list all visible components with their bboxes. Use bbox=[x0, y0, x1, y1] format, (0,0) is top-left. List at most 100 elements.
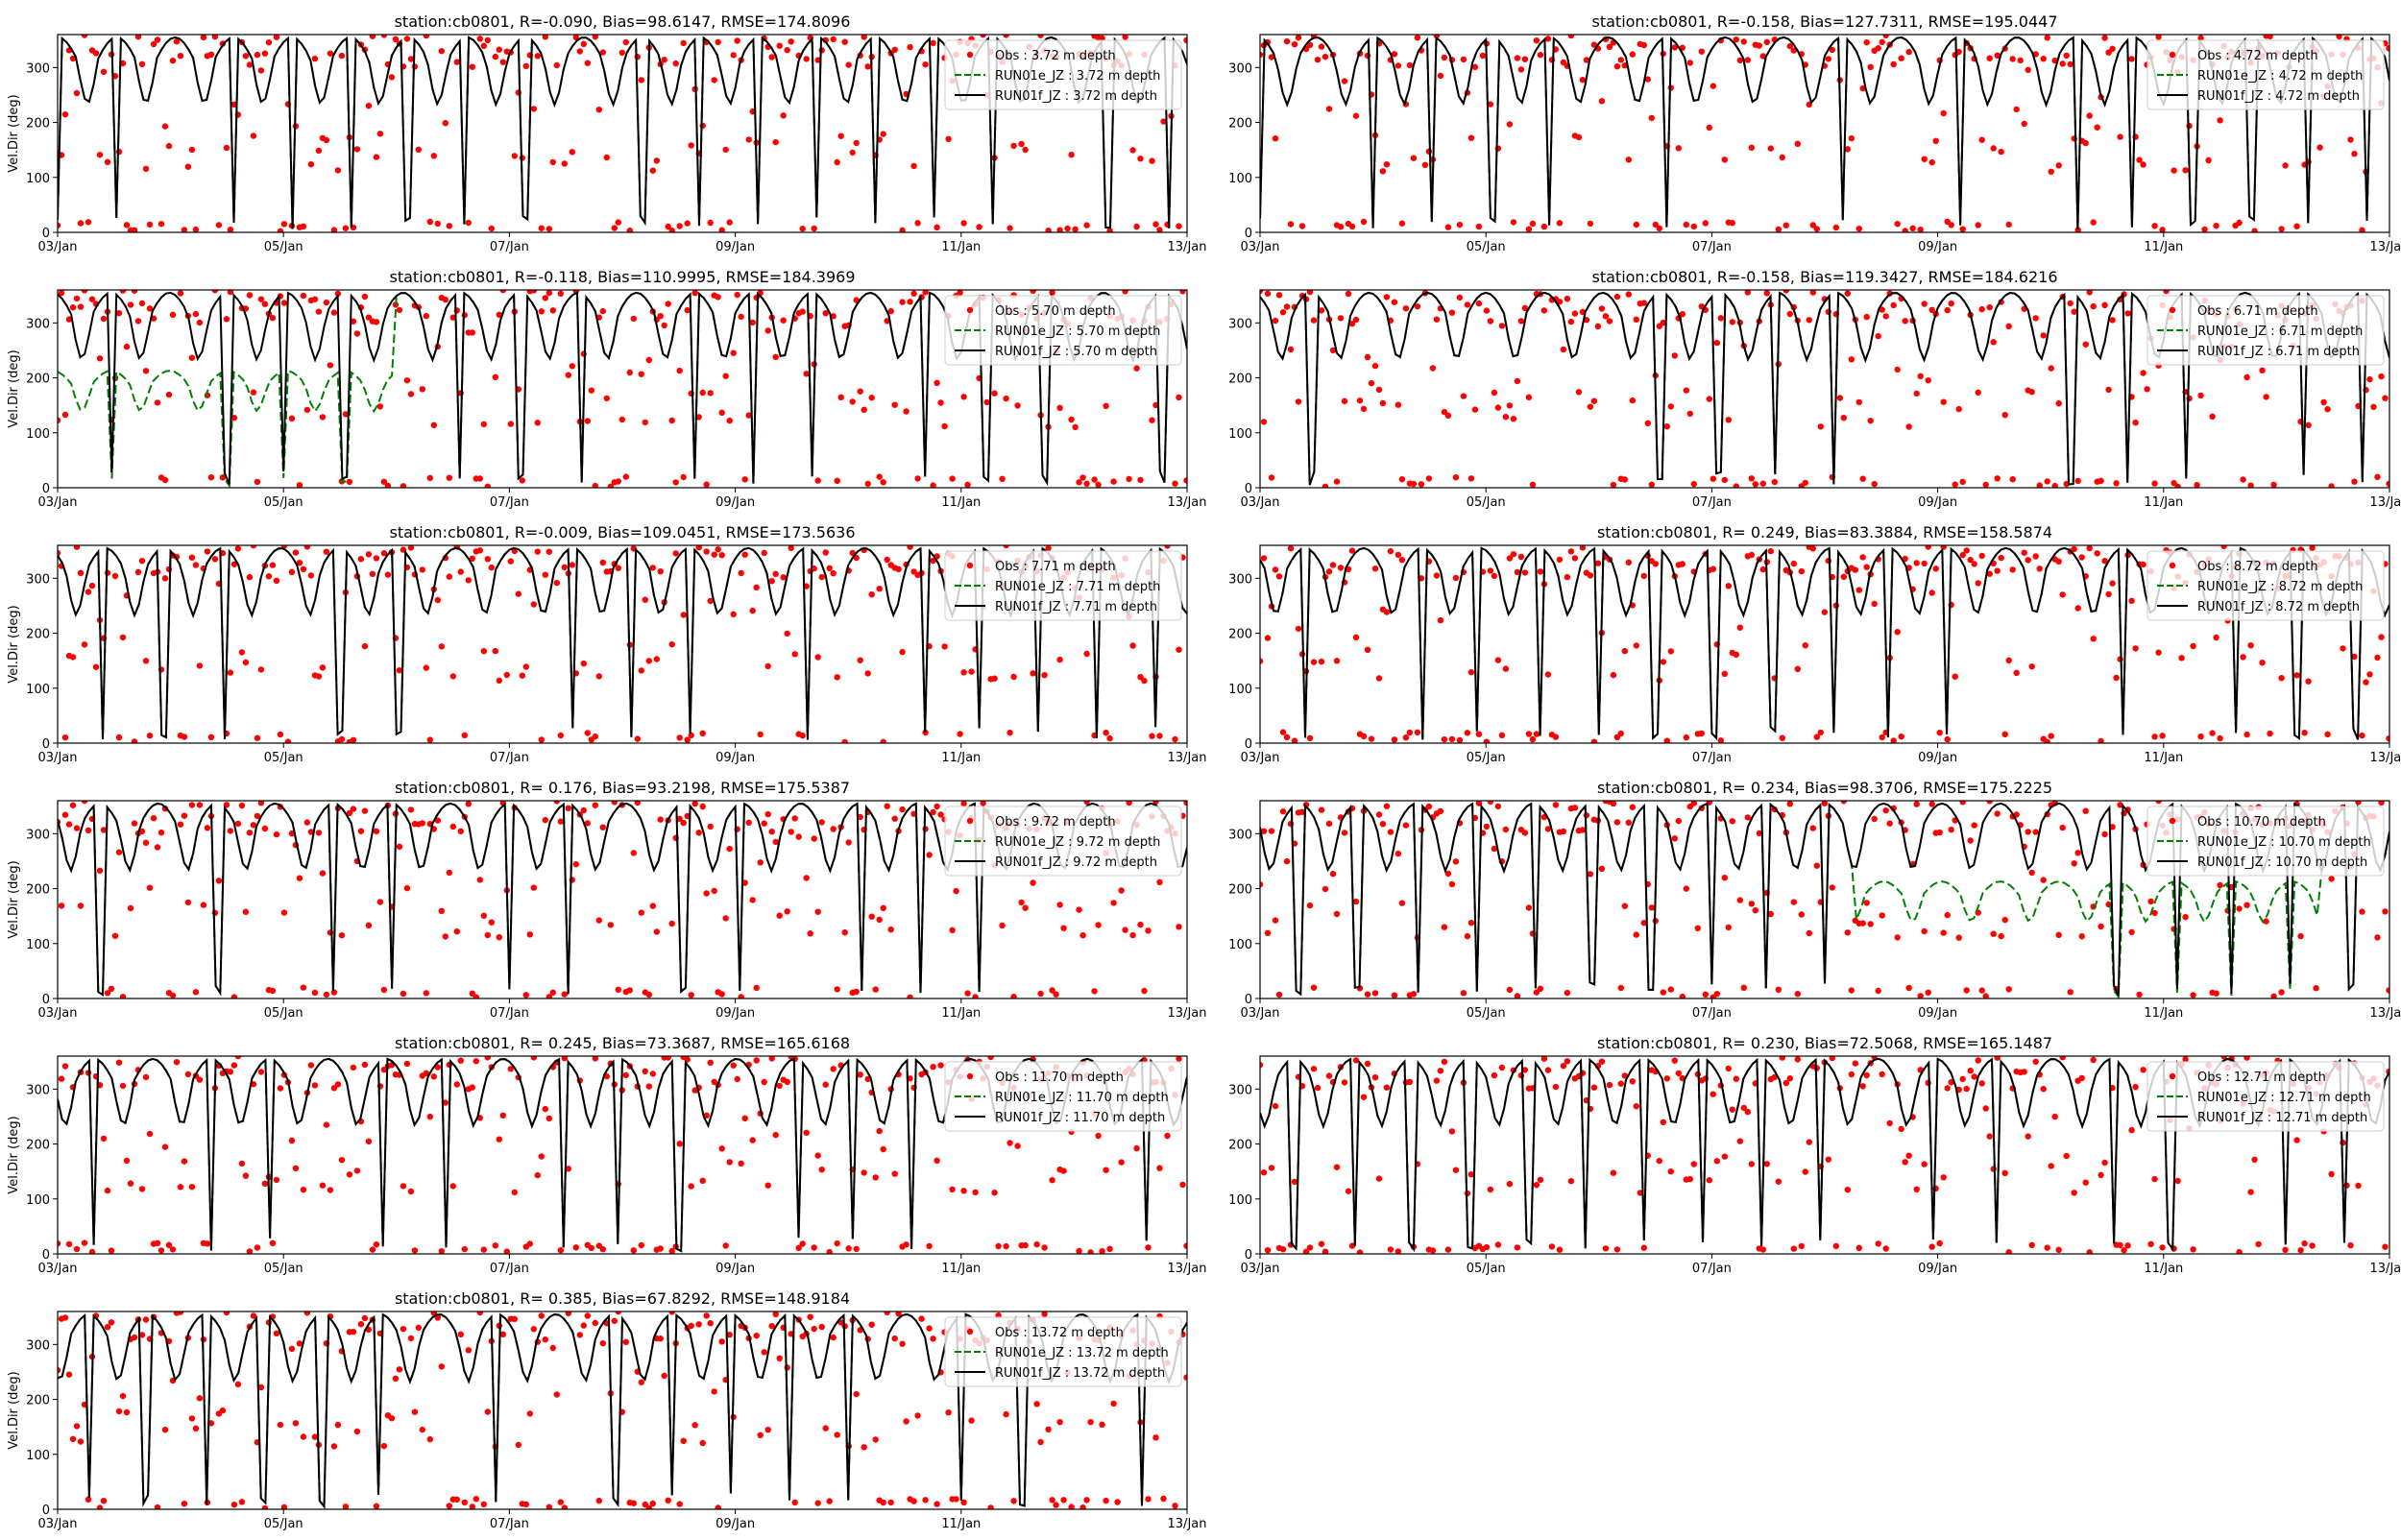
obs-point bbox=[634, 801, 641, 806]
obs-point bbox=[718, 409, 725, 416]
obs-point bbox=[922, 60, 929, 68]
obs-point bbox=[1844, 146, 1852, 153]
obs-point bbox=[1156, 227, 1163, 232]
obs-point bbox=[645, 991, 652, 999]
x-tick-label: 07/Jan bbox=[490, 495, 529, 510]
obs-point bbox=[1710, 83, 1717, 89]
obs-point bbox=[1172, 1503, 1178, 1509]
obs-point bbox=[776, 42, 783, 49]
obs-point bbox=[1560, 1063, 1567, 1070]
obs-point bbox=[910, 1498, 917, 1504]
obs-point bbox=[484, 483, 491, 488]
obs-point bbox=[1925, 989, 1931, 997]
obs-point bbox=[726, 1159, 733, 1166]
obs-point bbox=[177, 1311, 184, 1315]
obs-point bbox=[1383, 161, 1391, 168]
obs-point bbox=[1521, 56, 1529, 62]
obs-point bbox=[1902, 1159, 1908, 1166]
obs-point bbox=[196, 662, 204, 669]
obs-point bbox=[227, 1069, 234, 1075]
obs-point bbox=[1859, 1083, 1866, 1090]
obs-point bbox=[2140, 370, 2146, 376]
obs-point bbox=[580, 350, 587, 357]
axes-frame bbox=[57, 1311, 1188, 1510]
obs-point bbox=[311, 296, 319, 302]
x-tick-label: 11/Jan bbox=[2144, 240, 2183, 254]
obs-point bbox=[703, 1312, 710, 1319]
legend-entry: RUN01e_JZ : 10.70 m depth bbox=[2197, 835, 2371, 850]
obs-point bbox=[1794, 665, 1802, 672]
obs-point bbox=[242, 659, 250, 666]
obs-point bbox=[1083, 222, 1090, 229]
obs-point bbox=[2136, 156, 2143, 163]
obs-point bbox=[1963, 1085, 1970, 1093]
obs-point bbox=[503, 671, 510, 679]
obs-point bbox=[2163, 290, 2170, 295]
y-tick-label: 200 bbox=[26, 1394, 50, 1408]
obs-point bbox=[1978, 1080, 1985, 1087]
obs-point bbox=[411, 1408, 419, 1415]
obs-point bbox=[461, 732, 468, 738]
legend-entry: RUN01f_JZ : 5.70 m depth bbox=[995, 345, 1157, 359]
y-tick-label: 100 bbox=[1228, 938, 1252, 952]
obs-point bbox=[2205, 156, 2212, 164]
x-tick-label: 11/Jan bbox=[2144, 495, 2183, 510]
obs-point bbox=[319, 664, 327, 671]
obs-point bbox=[2055, 1246, 2062, 1254]
obs-point bbox=[1660, 659, 1667, 665]
obs-point bbox=[665, 1056, 671, 1061]
obs-point bbox=[1395, 62, 1402, 69]
obs-point bbox=[814, 477, 821, 484]
obs-point bbox=[1079, 1504, 1086, 1509]
obs-point bbox=[680, 819, 687, 827]
obs-point bbox=[657, 313, 664, 320]
obs-point bbox=[342, 225, 350, 231]
y-axis-label: Vel.Dir (deg) bbox=[7, 94, 21, 172]
obs-point bbox=[2098, 737, 2104, 743]
obs-point bbox=[1629, 1078, 1637, 1085]
obs-point bbox=[1913, 1186, 1920, 1193]
obs-point bbox=[61, 111, 69, 118]
obs-point bbox=[146, 733, 154, 739]
obs-point bbox=[165, 1241, 173, 1249]
obs-point bbox=[1698, 48, 1706, 55]
obs-point bbox=[1663, 1075, 1671, 1082]
legend-marker-obs bbox=[2169, 817, 2176, 825]
obs-point bbox=[492, 373, 498, 380]
obs-point bbox=[914, 475, 921, 482]
obs-point bbox=[1268, 828, 1275, 834]
obs-point bbox=[1829, 884, 1836, 891]
obs-point bbox=[1533, 1182, 1540, 1189]
obs-point bbox=[88, 296, 96, 302]
obs-point bbox=[1733, 1075, 1740, 1082]
obs-point bbox=[718, 991, 725, 998]
obs-point bbox=[1944, 1085, 1951, 1092]
obs-point bbox=[1679, 993, 1686, 999]
obs-point bbox=[772, 570, 779, 577]
obs-point bbox=[876, 1127, 883, 1135]
obs-point bbox=[907, 545, 913, 550]
obs-point bbox=[234, 1381, 242, 1388]
obs-point bbox=[1325, 106, 1333, 112]
obs-point bbox=[338, 1157, 346, 1164]
obs-point bbox=[1955, 934, 1962, 941]
obs-point bbox=[1859, 475, 1866, 482]
obs-point bbox=[730, 52, 737, 59]
obs-point bbox=[330, 309, 338, 316]
obs-point bbox=[2071, 545, 2077, 553]
obs-point bbox=[776, 1355, 783, 1362]
obs-point bbox=[2001, 1169, 2008, 1177]
obs-point bbox=[1429, 365, 1437, 372]
obs-point bbox=[580, 1322, 587, 1329]
obs-point bbox=[1133, 223, 1140, 230]
obs-point bbox=[626, 227, 633, 232]
obs-point bbox=[1514, 1244, 1521, 1251]
obs-point bbox=[388, 1415, 396, 1422]
obs-point bbox=[1391, 299, 1398, 305]
obs-point bbox=[350, 318, 357, 325]
legend-entry: Obs : 6.71 m depth bbox=[2197, 304, 2318, 319]
obs-point bbox=[100, 1498, 108, 1504]
obs-point bbox=[953, 1496, 959, 1503]
